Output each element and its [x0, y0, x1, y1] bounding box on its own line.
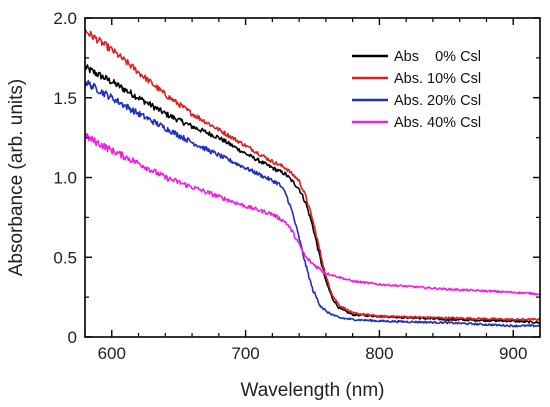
y-tick-label: 1.5: [53, 89, 77, 108]
y-tick-label: 0.5: [53, 248, 77, 267]
series-line-2: [85, 79, 540, 328]
y-tick-label: 0: [68, 328, 77, 347]
y-tick-label: 2.0: [53, 9, 77, 28]
series-line-0: [85, 64, 540, 324]
x-axis-label: Wavelength (nm): [241, 380, 385, 401]
x-tick-label: 600: [98, 344, 126, 363]
y-tick-label: 1.0: [53, 169, 77, 188]
legend-label-0: Abs 0% Csl: [394, 49, 481, 65]
axis-ticks: 600 700 800 900 0 0.5 1.0 1.5 2.0: [53, 9, 541, 363]
legend: Abs 0% Csl Abs. 10% Csl Abs. 20% Csl Abs. 4…: [352, 49, 481, 131]
legend-label-2: Abs. 20% Csl: [394, 93, 481, 109]
x-tick-label: 800: [365, 344, 393, 363]
series-line-3: [85, 132, 540, 296]
legend-label-3: Abs. 40% Csl: [394, 115, 481, 131]
series-line-1: [85, 29, 540, 322]
legend-label-1: Abs. 10% Csl: [394, 71, 481, 87]
y-axis-label: Absorbance (arb. units): [6, 79, 27, 277]
series-layer: [85, 29, 540, 328]
x-tick-label: 700: [231, 344, 259, 363]
x-tick-label: 900: [499, 344, 527, 363]
